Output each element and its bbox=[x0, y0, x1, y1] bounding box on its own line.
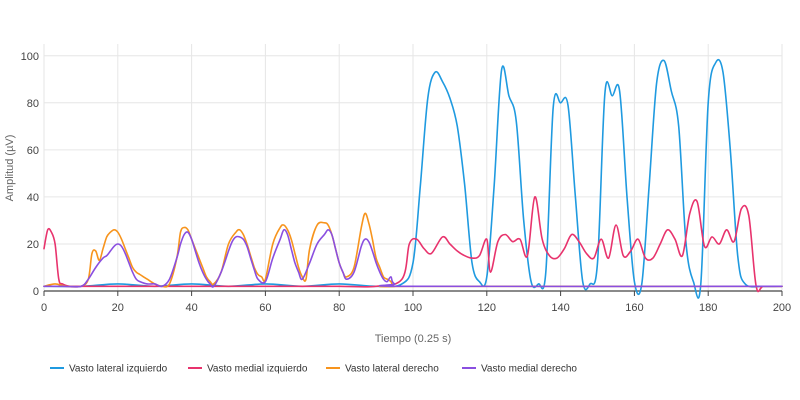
legend-label: Vasto lateral izquierdo bbox=[69, 364, 168, 375]
x-tick-label: 180 bbox=[699, 302, 717, 314]
grid bbox=[43, 44, 783, 291]
x-tick-label: 160 bbox=[625, 302, 643, 314]
x-tick-label: 0 bbox=[41, 302, 47, 314]
legend: Vasto lateral izquierdo Vasto medial izqu… bbox=[50, 364, 577, 375]
x-axis-title: Tiempo (0.25 s) bbox=[375, 333, 452, 345]
x-tick-label: 80 bbox=[333, 302, 345, 314]
x-tick-label: 40 bbox=[185, 302, 197, 314]
legend-item[interactable]: Vasto medial derecho bbox=[462, 364, 577, 375]
x-tick-label: 20 bbox=[112, 302, 124, 314]
x-tick-labels: 0 20 40 60 80 100 120 140 160 180 200 bbox=[41, 291, 791, 314]
y-tick-label: 40 bbox=[27, 192, 39, 204]
y-tick-label: 60 bbox=[27, 145, 39, 157]
legend-label: Vasto medial izquierdo bbox=[207, 364, 308, 375]
x-tick-label: 100 bbox=[404, 302, 422, 314]
series-lines bbox=[43, 58, 783, 299]
series-line-1 bbox=[43, 58, 783, 299]
legend-label: Vasto lateral derecho bbox=[345, 364, 439, 375]
series-line-4 bbox=[43, 228, 783, 288]
x-tick-label: 60 bbox=[259, 302, 271, 314]
y-tick-label: 20 bbox=[27, 239, 39, 251]
y-tick-label: 0 bbox=[33, 286, 39, 298]
x-tick-label: 200 bbox=[773, 302, 791, 314]
x-tick-label: 140 bbox=[551, 302, 569, 314]
legend-label: Vasto medial derecho bbox=[481, 364, 577, 375]
y-tick-label: 100 bbox=[21, 51, 39, 63]
series-line-3 bbox=[43, 212, 783, 288]
legend-item[interactable]: Vasto lateral izquierdo bbox=[50, 364, 168, 375]
legend-item[interactable]: Vasto lateral derecho bbox=[326, 364, 439, 375]
x-tick-label: 120 bbox=[478, 302, 496, 314]
y-tick-labels: 0 20 40 60 80 100 bbox=[21, 51, 39, 298]
series-line-2 bbox=[43, 196, 783, 293]
y-tick-label: 80 bbox=[27, 98, 39, 110]
y-axis-title: Amplitud (µV) bbox=[4, 135, 16, 202]
legend-item[interactable]: Vasto medial izquierdo bbox=[188, 364, 308, 375]
